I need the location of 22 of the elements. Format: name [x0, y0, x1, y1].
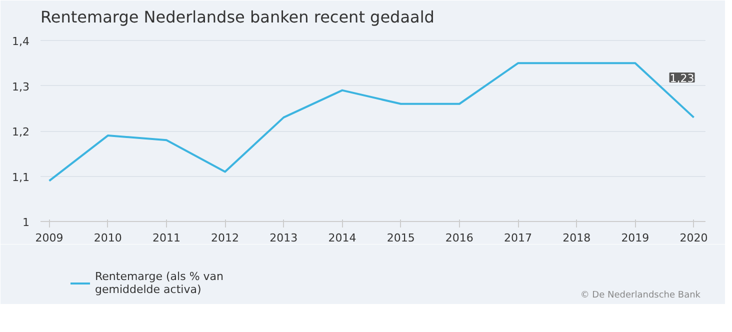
- x-tick-label: 2012: [211, 232, 240, 244]
- x-tick-label: 2014: [328, 232, 356, 244]
- x-tick-label: 2020: [680, 232, 708, 244]
- x-tick-label: 2016: [445, 232, 474, 244]
- text: © De Nederlandsche Bank: [580, 290, 702, 300]
- line-series: [48, 62, 695, 182]
- chart-title: Rentemarge Nederlandse banken recent gedaald: [40, 8, 434, 26]
- x-tick-label: 2011: [152, 232, 180, 244]
- y-tick-label: 1,3: [12, 80, 30, 94]
- data-label: 1,23: [670, 72, 694, 85]
- x-tick-label: 2017: [504, 232, 532, 244]
- y-tick-label: 1,4: [12, 35, 30, 48]
- y-tick-label: 1,2: [12, 126, 30, 139]
- y-tick-label: 1,1: [12, 170, 30, 184]
- x-tick-label: 2019: [621, 232, 650, 244]
- x-tick-label: 2010: [94, 232, 122, 244]
- legend-label: Rentemarge (als % van gemiddelde activa): [95, 270, 224, 296]
- x-tick-label: 2018: [562, 232, 591, 244]
- x-tick-label: 2009: [35, 232, 64, 244]
- x-tick-label: 2013: [270, 232, 298, 244]
- x-tick-label: 2015: [386, 232, 415, 244]
- y-tick-label: 1: [22, 216, 30, 229]
